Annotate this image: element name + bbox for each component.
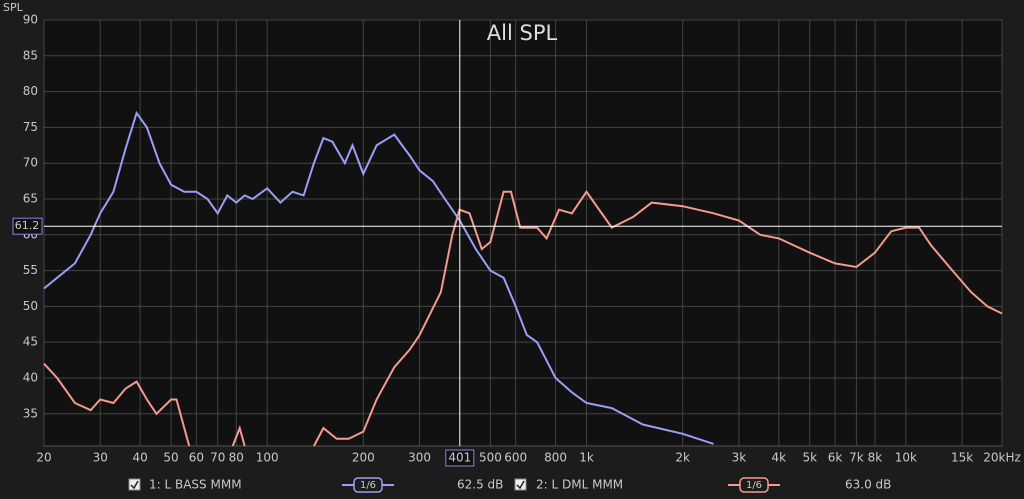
x-tick-label: 4k xyxy=(771,451,786,465)
x-tick-label: 7k xyxy=(849,451,864,465)
y-tick-label: 80 xyxy=(23,84,38,98)
plot-area xyxy=(43,19,1003,447)
y-tick-label: 50 xyxy=(23,299,38,313)
cursor-x-label: 401 xyxy=(448,451,471,465)
x-tick-label: 5k xyxy=(802,451,817,465)
x-tick-label: 80 xyxy=(229,451,244,465)
legend-name: 1: L BASS MMM xyxy=(149,478,242,492)
readout: 62.5 dB xyxy=(457,478,503,492)
legend-name: 2: L DML MMM xyxy=(536,478,623,492)
x-tick-label: 1k xyxy=(579,451,594,465)
x-tick-label: 20kHz xyxy=(983,451,1021,465)
x-tick-label: 100 xyxy=(256,451,279,465)
smoothing-box xyxy=(353,477,383,493)
x-tick-label: 600 xyxy=(504,451,527,465)
cursor-x-box xyxy=(445,449,475,467)
x-tick-label: 3k xyxy=(732,451,747,465)
x-tick-label: 300 xyxy=(408,451,431,465)
x-tick-label: 10k xyxy=(895,451,917,465)
x-tick-label: 40 xyxy=(132,451,147,465)
chart-title: All SPL xyxy=(487,21,558,45)
x-tick-label: 2k xyxy=(675,451,690,465)
x-tick-label: 15k xyxy=(951,451,973,465)
smoothing-box xyxy=(739,477,769,493)
x-tick-label: 8k xyxy=(868,451,883,465)
x-tick-label: 800 xyxy=(544,451,567,465)
y-tick-label: 45 xyxy=(23,335,38,349)
cursor-y-label: 61.2 xyxy=(15,219,40,232)
smoothing-label: 1/6 xyxy=(746,480,762,491)
y-tick-label: 75 xyxy=(23,120,38,134)
legend-checkbox xyxy=(128,478,141,491)
y-tick-label: 65 xyxy=(23,191,38,205)
y-tick-label: 85 xyxy=(23,48,38,62)
x-tick-label: 50 xyxy=(163,451,178,465)
spl-curve xyxy=(43,110,714,445)
x-tick-label: 500 xyxy=(479,451,502,465)
x-tick-label: 70 xyxy=(210,451,225,465)
x-tick-label: 6k xyxy=(828,451,843,465)
x-tick-label: 20 xyxy=(36,451,51,465)
checkmark xyxy=(130,480,139,490)
x-tick-label: 60 xyxy=(189,451,204,465)
y-tick-label: 70 xyxy=(23,156,38,170)
readout: 63.0 dB xyxy=(845,478,891,492)
y-tick-label: 35 xyxy=(23,406,38,420)
y-tick-label: 55 xyxy=(23,263,38,277)
cursor-y-box xyxy=(12,217,43,235)
y-axis-label: SPL xyxy=(3,1,24,14)
checkmark xyxy=(516,480,525,490)
legend-checkbox xyxy=(514,478,527,491)
y-tick-label: 40 xyxy=(23,370,38,384)
x-tick-label: 200 xyxy=(352,451,375,465)
spl-curve xyxy=(43,190,1003,447)
x-tick-label: 30 xyxy=(93,451,108,465)
smoothing-label: 1/6 xyxy=(360,480,376,491)
y-tick-label: 90 xyxy=(23,13,38,27)
